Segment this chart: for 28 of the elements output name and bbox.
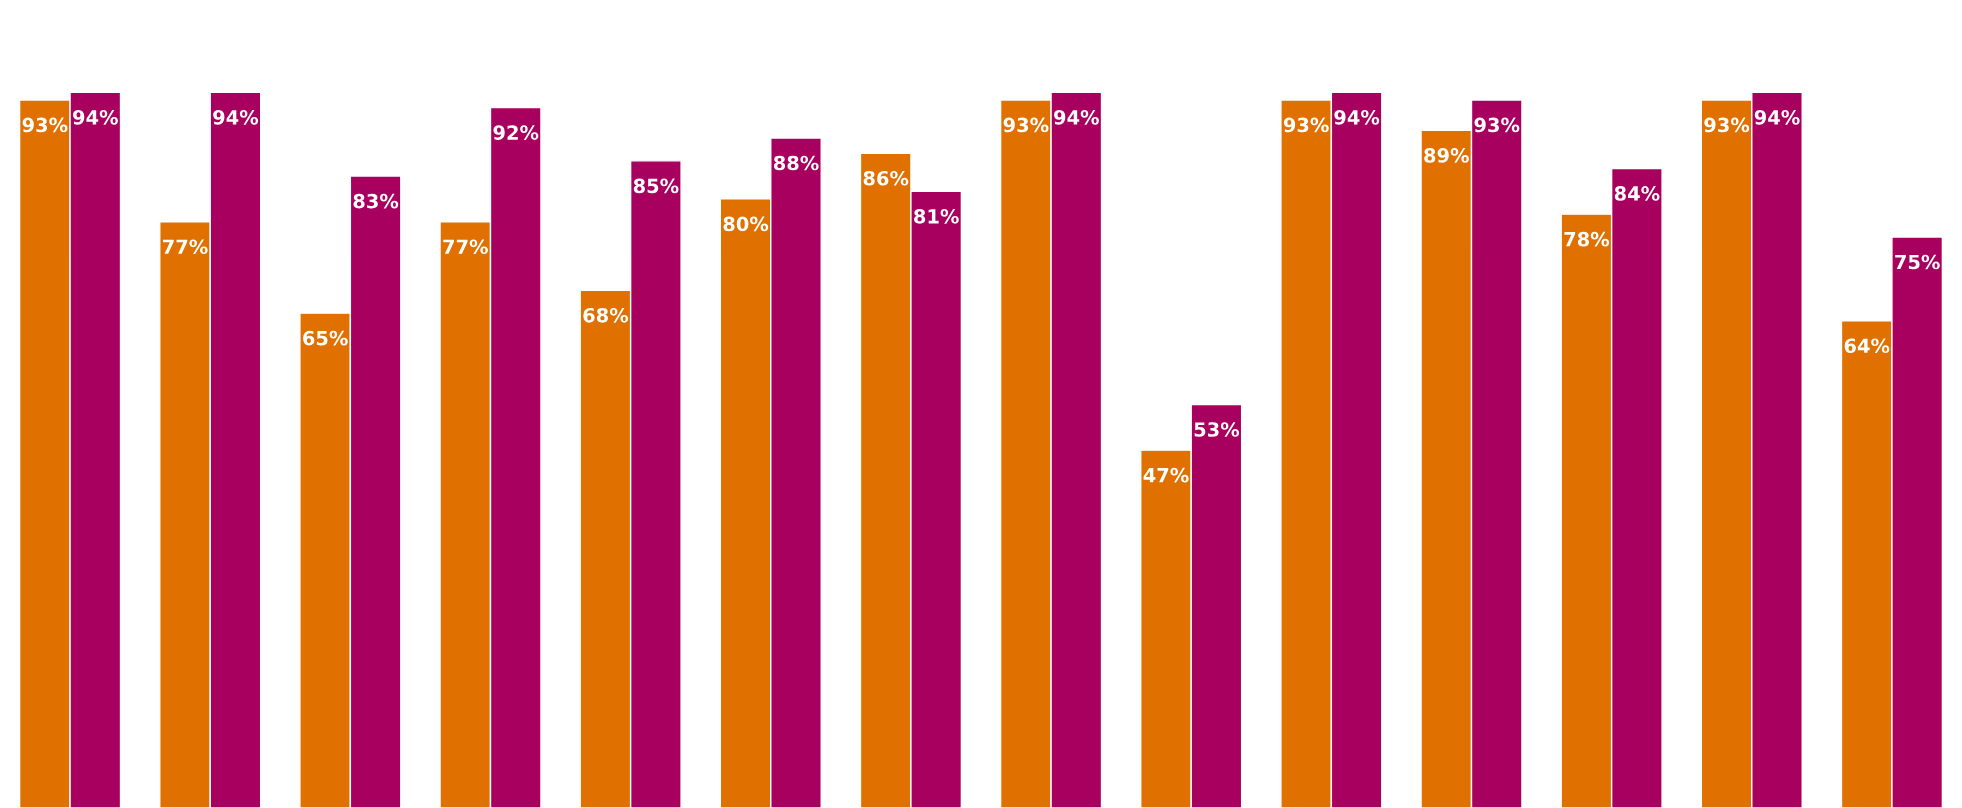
data-label: 68% <box>583 307 629 323</box>
data-label: 83% <box>353 193 399 209</box>
data-label: 93% <box>1704 117 1750 133</box>
data-label: 94% <box>1054 109 1099 125</box>
data-label: 84% <box>1614 186 1660 201</box>
data-label: 81% <box>914 208 959 224</box>
data-label: 64% <box>1844 338 1890 354</box>
data-label: 94% <box>1754 109 1800 125</box>
data-label: 89% <box>1424 148 1469 163</box>
data-label: 94% <box>213 109 259 125</box>
data-label: 65% <box>303 330 348 346</box>
data-label: 88% <box>773 155 819 171</box>
data-label: 47% <box>1143 467 1189 483</box>
data-label: 77% <box>443 239 488 255</box>
data-label: 75% <box>1895 254 1940 270</box>
data-label: 53% <box>1194 422 1240 437</box>
data-label: 93% <box>22 117 68 133</box>
data-label: 85% <box>633 178 679 194</box>
data-label: 93% <box>1474 117 1520 133</box>
data-label: 93% <box>1003 117 1049 133</box>
data-label: 78% <box>1564 231 1610 247</box>
data-label: 93% <box>1283 117 1329 133</box>
data-label: 77% <box>163 239 208 255</box>
data-label: 92% <box>493 125 539 140</box>
data-label: 86% <box>863 170 909 186</box>
data-label: 94% <box>1334 109 1380 125</box>
data-label: 80% <box>723 216 769 232</box>
data-label: 94% <box>73 109 118 125</box>
